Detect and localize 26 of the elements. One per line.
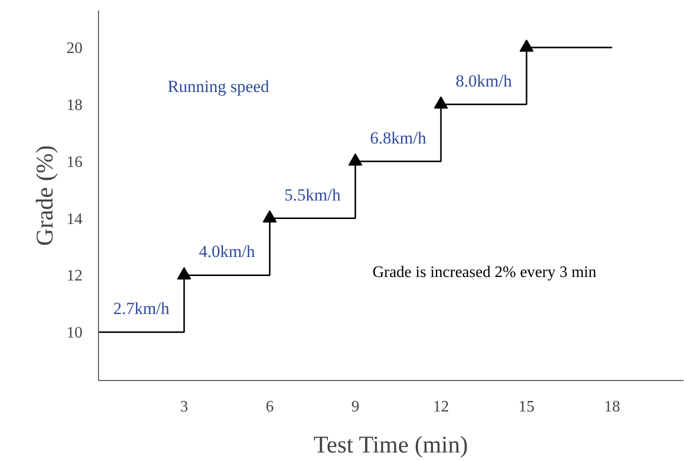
y-tick-label: 10 bbox=[66, 324, 82, 342]
annotation: 5.5km/h bbox=[284, 185, 342, 204]
annotation: Running speed bbox=[168, 76, 270, 96]
x-tick-label: 3 bbox=[180, 398, 188, 416]
annotation: 6.8km/h bbox=[370, 128, 427, 148]
point bbox=[348, 153, 362, 166]
point bbox=[262, 210, 277, 223]
y-tick-label: 18 bbox=[66, 96, 82, 114]
y-tick-label: 16 bbox=[66, 154, 82, 171]
annotation: 4.0km/h bbox=[198, 242, 256, 262]
y-tick-label: 14 bbox=[66, 210, 82, 228]
annotation: Grade is increased 2% every 3 min bbox=[372, 264, 596, 281]
x-tick-label: 15 bbox=[518, 398, 535, 416]
y-tick-label: 12 bbox=[66, 268, 82, 285]
x-tick-label: 12 bbox=[432, 398, 449, 416]
annotation: 8.0km/h bbox=[456, 71, 512, 90]
y-axis-title: Grade (%) bbox=[32, 145, 58, 246]
point bbox=[520, 39, 534, 52]
y-tick-label: 20 bbox=[66, 40, 82, 57]
x-axis-title: Test Time (min) bbox=[314, 432, 468, 458]
x-tick-label: 18 bbox=[604, 398, 620, 416]
annotation: 2.7km/h bbox=[113, 299, 170, 318]
point bbox=[177, 267, 192, 280]
x-tick-label: 9 bbox=[351, 398, 360, 416]
x-tick-label: 6 bbox=[266, 398, 274, 416]
point bbox=[434, 96, 448, 109]
